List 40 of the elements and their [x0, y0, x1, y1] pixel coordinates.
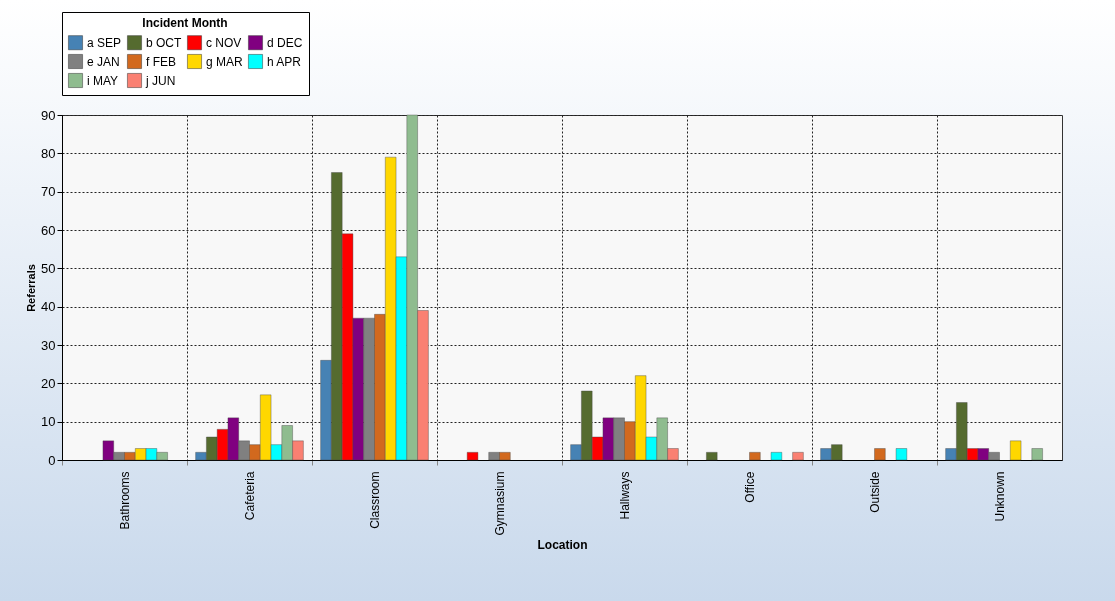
legend-label: b OCT: [146, 35, 183, 50]
x-tick-label: Gymnasium: [492, 471, 507, 536]
legend-title: Incident Month: [142, 16, 228, 30]
y-tick-label: 60: [41, 222, 56, 238]
legend-label: i MAY: [87, 73, 119, 88]
x-axis-title: Location: [537, 537, 588, 552]
y-tick-label: 90: [41, 107, 56, 123]
legend-label: d DEC: [267, 35, 303, 50]
x-tick-label: Bathrooms: [117, 471, 132, 530]
bar: [874, 448, 886, 461]
legend-label: c NOV: [206, 35, 242, 50]
x-tick-label: Unknown: [992, 471, 1007, 522]
y-tick-label: 80: [41, 145, 56, 161]
legend-label: g MAR: [206, 54, 244, 69]
bar: [770, 452, 783, 461]
x-tick-label: Classroom: [367, 471, 382, 529]
bar: [466, 452, 479, 461]
bar: [1010, 440, 1022, 461]
y-tick-label: 20: [41, 375, 56, 391]
bar: [792, 452, 804, 461]
y-tick-label: 70: [41, 184, 56, 200]
x-tick-label: Hallways: [617, 471, 632, 520]
bar: [1031, 448, 1043, 461]
y-tick-label: 30: [41, 337, 56, 353]
y-tick-label: 10: [41, 414, 56, 430]
y-tick-label: 40: [41, 299, 56, 315]
y-tick-label: 50: [41, 260, 56, 276]
x-tick-label: Office: [742, 471, 757, 503]
y-axis-title: Referrals: [25, 264, 38, 312]
legend-label: h APR: [267, 54, 302, 69]
bar: [749, 452, 761, 461]
x-tick-label: Outside: [867, 471, 882, 513]
legend-label: a SEP: [87, 35, 122, 50]
legend-label: j JUN: [145, 73, 176, 88]
bar: [895, 448, 908, 461]
y-tick-label: 0: [48, 452, 56, 468]
x-tick-label: Cafeteria: [242, 471, 257, 521]
legend-label: e JAN: [87, 54, 120, 69]
legend-label: f FEB: [146, 54, 177, 69]
bar: [706, 452, 718, 461]
